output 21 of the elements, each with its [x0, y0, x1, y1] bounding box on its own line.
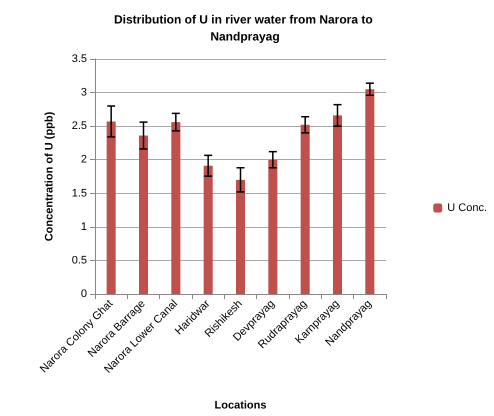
- y-tick-label: 0: [80, 288, 87, 300]
- y-tick-label: 0.5: [72, 254, 87, 266]
- bar: [171, 122, 180, 294]
- bar: [106, 121, 116, 294]
- bar: [365, 89, 374, 294]
- y-tick-label: 1.5: [72, 187, 87, 200]
- bar: [138, 136, 148, 294]
- x-axis-title: Locations: [214, 400, 266, 412]
- bar: [236, 180, 246, 294]
- chart-title: Distribution of U in river water from Narora to Nandprayag: [114, 12, 376, 44]
- y-tick-label: 3: [80, 86, 87, 99]
- bar: [332, 115, 342, 294]
- bar: [300, 124, 310, 294]
- y-tick-label: 2: [80, 154, 87, 166]
- legend-label: U Conc.: [447, 202, 488, 214]
- y-tick-label: 1: [80, 220, 87, 233]
- bar: [204, 166, 213, 294]
- bar: [268, 160, 278, 294]
- y-tick-label: 3.5: [72, 53, 87, 65]
- y-axis-title: Concentration of U (ppb): [44, 111, 56, 242]
- y-tick-label: 2.5: [72, 120, 87, 132]
